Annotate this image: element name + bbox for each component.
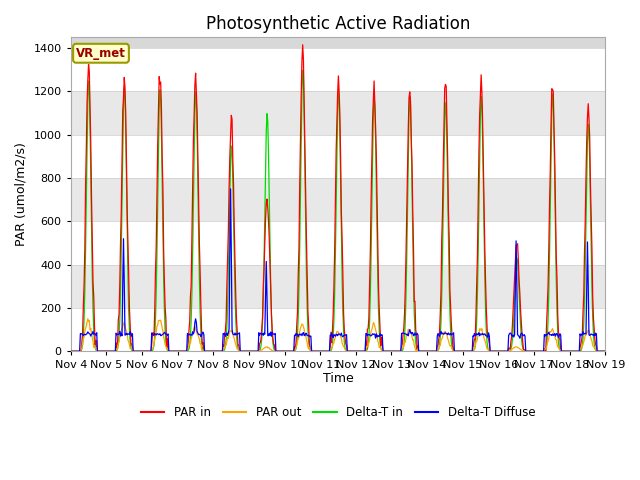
Delta-T in (186, 342, 193, 348)
Y-axis label: PAR (umol/m2/s): PAR (umol/m2/s) (15, 143, 28, 246)
PAR in (132, 348, 140, 354)
Bar (70, 221, 605, 264)
Delta-T Diffuse (419, 348, 427, 354)
Text: VR_met: VR_met (76, 47, 126, 60)
Line: PAR out: PAR out (70, 319, 605, 351)
Delta-T Diffuse (404, 331, 412, 337)
PAR in (186, 319, 193, 325)
Bar (70, 135, 605, 178)
Delta-T in (214, 348, 222, 354)
PAR out (419, 348, 427, 354)
Bar (70, 92, 605, 135)
PAR in (214, 348, 222, 354)
Delta-T Diffuse (132, 348, 140, 354)
PAR out (67, 348, 74, 354)
Bar (70, 264, 605, 308)
Delta-T Diffuse (67, 348, 74, 354)
Line: Delta-T in: Delta-T in (70, 71, 605, 351)
Delta-T Diffuse (602, 348, 609, 354)
X-axis label: Time: Time (323, 372, 353, 385)
Title: Photosynthetic Active Radiation: Photosynthetic Active Radiation (206, 15, 470, 33)
PAR out (215, 348, 223, 354)
PAR in (299, 42, 307, 48)
Delta-T in (602, 348, 609, 354)
PAR out (187, 340, 195, 346)
PAR in (67, 348, 74, 354)
PAR in (77, 348, 84, 354)
Delta-T Diffuse (186, 331, 193, 337)
PAR in (419, 348, 427, 354)
Delta-T in (419, 348, 427, 354)
Delta-T Diffuse (77, 331, 84, 336)
PAR in (404, 161, 412, 167)
PAR out (84, 316, 92, 322)
Bar (70, 48, 605, 92)
PAR out (602, 348, 609, 354)
PAR out (404, 330, 412, 336)
Bar (70, 178, 605, 221)
PAR out (77, 347, 84, 353)
Delta-T in (67, 348, 74, 354)
Delta-T Diffuse (214, 348, 222, 354)
Delta-T in (404, 204, 412, 210)
Delta-T in (77, 348, 84, 354)
Bar (70, 308, 605, 351)
Line: Delta-T Diffuse: Delta-T Diffuse (70, 189, 605, 351)
PAR in (602, 348, 609, 354)
Delta-T Diffuse (227, 186, 234, 192)
Line: PAR in: PAR in (70, 45, 605, 351)
Legend: PAR in, PAR out, Delta-T in, Delta-T Diffuse: PAR in, PAR out, Delta-T in, Delta-T Dif… (136, 401, 540, 424)
Delta-T in (132, 348, 140, 354)
Delta-T in (299, 68, 307, 73)
PAR out (132, 348, 140, 354)
